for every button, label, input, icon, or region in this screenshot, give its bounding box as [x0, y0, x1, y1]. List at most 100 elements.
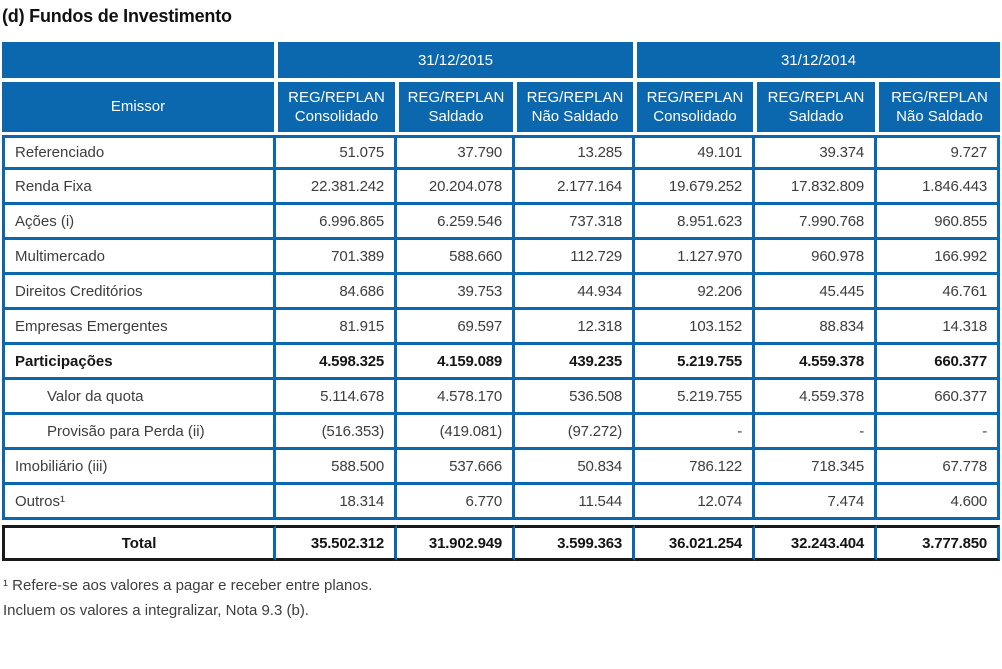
cell-value: 103.152	[635, 310, 755, 345]
cell-value: 19.679.252	[635, 170, 755, 205]
spacer-cell	[397, 520, 515, 525]
spacer-cell	[755, 520, 877, 525]
cell-value: 3.599.363	[515, 525, 635, 561]
row-label: Imobiliário (iii)	[2, 450, 276, 485]
cell-value: 4.578.170	[397, 380, 515, 415]
cell-value: (97.272)	[515, 415, 635, 450]
footnote-2: Incluem os valores a integralizar, Nota …	[3, 601, 309, 619]
spacer-cell	[2, 520, 276, 525]
cell-value: 92.206	[635, 275, 755, 310]
cell-value: 5.219.755	[635, 380, 755, 415]
column-header-row: Emissor REG/REPLAN Consolidado REG/REPLA…	[2, 80, 1001, 135]
cell-value: 4.559.378	[755, 345, 877, 380]
column-header-line1: REG/REPLAN	[288, 88, 385, 106]
column-header-2014-consolidado: REG/REPLAN Consolidado	[635, 80, 755, 135]
section-title: (d) Fundos de Investimento	[2, 6, 232, 26]
cell-value: 18.314	[276, 485, 397, 520]
cell-value: 7.474	[755, 485, 877, 520]
cell-value: 4.598.325	[276, 345, 397, 380]
cell-value: 3.777.850	[877, 525, 1001, 561]
column-header-line1: REG/REPLAN	[891, 88, 988, 106]
cell-value: 36.021.254	[635, 525, 755, 561]
row-label: Valor da quota	[2, 380, 276, 415]
column-header-2015-nao-saldado: REG/REPLAN Não Saldado	[515, 80, 635, 135]
cell-value: 81.915	[276, 310, 397, 345]
cell-value: 8.951.623	[635, 205, 755, 240]
column-header-2014-saldado: REG/REPLAN Saldado	[755, 80, 877, 135]
period-header-2014: 31/12/2014	[635, 42, 1001, 80]
row-label: Empresas Emergentes	[2, 310, 276, 345]
cell-value: -	[635, 415, 755, 450]
cell-value: 49.101	[635, 135, 755, 170]
cell-value: 35.502.312	[276, 525, 397, 561]
row-label: Referenciado	[2, 135, 276, 170]
column-header-line2: Saldado	[428, 108, 484, 125]
cell-value: 45.445	[755, 275, 877, 310]
cell-value: -	[755, 415, 877, 450]
column-header-line2: Saldado	[788, 108, 844, 125]
cell-value: 960.855	[877, 205, 1001, 240]
table-row: Imobiliário (iii) 588.500 537.666 50.834 786…	[2, 450, 1001, 485]
cell-value: 536.508	[515, 380, 635, 415]
column-header-line1: REG/REPLAN	[526, 88, 624, 106]
cell-value: 5.114.678	[276, 380, 397, 415]
table-row: Renda Fixa 22.381.242 20.204.078 2.177.164 1…	[2, 170, 1001, 205]
footnote-1: ¹ Refere-se aos valores a pagar e recebe…	[3, 577, 373, 594]
cell-value: 44.934	[515, 275, 635, 310]
cell-value: 4.600	[877, 485, 1001, 520]
cell-value: 737.318	[515, 205, 635, 240]
table-row: Valor da quota 5.114.678 4.578.170 536.508 5…	[2, 380, 1001, 415]
column-header-line2: Consolidado	[294, 108, 379, 125]
spacer-cell	[877, 520, 1001, 525]
cell-value: 5.219.755	[635, 345, 755, 380]
cell-value: 588.660	[397, 240, 515, 275]
cell-value: 588.500	[276, 450, 397, 485]
row-label: Ações (i)	[2, 205, 276, 240]
cell-value: 2.177.164	[515, 170, 635, 205]
cell-value: 51.075	[276, 135, 397, 170]
corner-empty-cell	[2, 42, 276, 80]
cell-value: 12.074	[635, 485, 755, 520]
cell-value: 17.832.809	[755, 170, 877, 205]
column-header-line1: REG/REPLAN	[767, 88, 865, 106]
cell-value: 439.235	[515, 345, 635, 380]
row-label: Outros¹	[2, 485, 276, 520]
cell-value: 660.377	[877, 380, 1001, 415]
row-label: Total	[2, 525, 276, 561]
row-label: Multimercado	[2, 240, 276, 275]
cell-value: 20.204.078	[397, 170, 515, 205]
cell-value: 718.345	[755, 450, 877, 485]
cell-value: 39.753	[397, 275, 515, 310]
table-header: 31/12/2015 31/12/2014 Emissor REG/REPLAN…	[2, 42, 1001, 135]
cell-value: -	[877, 415, 1001, 450]
cell-value: 67.778	[877, 450, 1001, 485]
row-label: Participações	[2, 345, 276, 380]
cell-value: 7.990.768	[755, 205, 877, 240]
table-row: Provisão para Perda (ii) (516.353) (419.08…	[2, 415, 1001, 450]
spacer-cell	[276, 520, 397, 525]
table-row: Referenciado 51.075 37.790 13.285 49.101 39.3…	[2, 135, 1001, 170]
cell-value: 39.374	[755, 135, 877, 170]
cell-value: 1.127.970	[635, 240, 755, 275]
cell-value: 88.834	[755, 310, 877, 345]
column-header-line2: Consolidado	[653, 108, 737, 125]
cell-value: 69.597	[397, 310, 515, 345]
column-header-emissor: Emissor	[2, 80, 276, 135]
table-row: Ações (i) 6.996.865 6.259.546 737.318 8.951.…	[2, 205, 1001, 240]
cell-value: 31.902.949	[397, 525, 515, 561]
column-header-2015-saldado: REG/REPLAN Saldado	[397, 80, 515, 135]
row-spacer	[2, 520, 1001, 525]
cell-value: 32.243.404	[755, 525, 877, 561]
footnotes: ¹ Refere-se aos valores a pagar e recebe…	[2, 574, 1000, 624]
table-row: Participações 4.598.325 4.159.089 439.235 5.…	[2, 345, 1001, 380]
cell-value: 46.761	[877, 275, 1001, 310]
table-row: Empresas Emergentes 81.915 69.597 12.318 103…	[2, 310, 1001, 345]
period-header-row: 31/12/2015 31/12/2014	[2, 42, 1001, 80]
column-header-2014-nao-saldado: REG/REPLAN Não Saldado	[877, 80, 1001, 135]
row-label: Provisão para Perda (ii)	[2, 415, 276, 450]
column-header-line1: REG/REPLAN	[646, 88, 744, 106]
spacer-cell	[635, 520, 755, 525]
cell-value: 11.544	[515, 485, 635, 520]
cell-value: 6.996.865	[276, 205, 397, 240]
cell-value: 1.846.443	[877, 170, 1001, 205]
